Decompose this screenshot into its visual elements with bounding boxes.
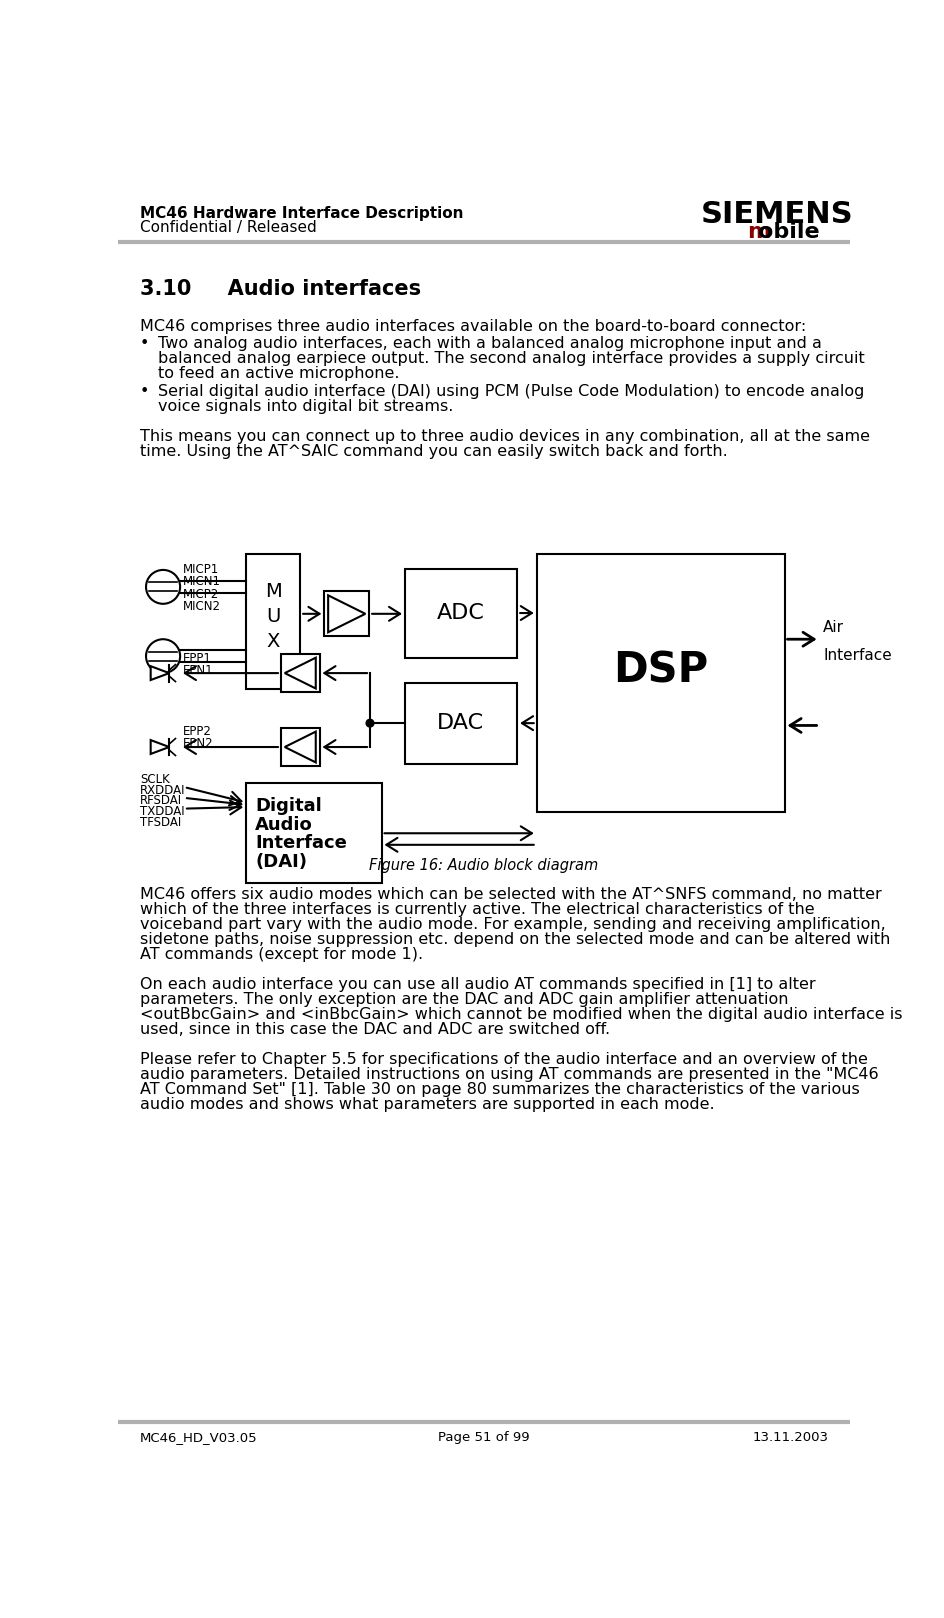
Polygon shape	[284, 657, 315, 689]
Text: Page 51 of 99: Page 51 of 99	[438, 1430, 530, 1443]
Text: 13.11.2003: 13.11.2003	[752, 1430, 828, 1443]
Text: sidetone paths, noise suppression etc. depend on the selected mode and can be al: sidetone paths, noise suppression etc. d…	[140, 932, 889, 947]
Text: AT commands (except for mode 1).: AT commands (except for mode 1).	[140, 947, 423, 963]
Bar	[324, 592, 369, 636]
Text: On each audio interface you can use all audio AT commands specified in [1] to al: On each audio interface you can use all …	[140, 977, 815, 992]
Text: (DAI): (DAI)	[255, 853, 307, 870]
Text: TXDDAI: TXDDAI	[140, 806, 184, 819]
Text: Interface: Interface	[822, 649, 891, 663]
Text: •: •	[140, 383, 149, 398]
Text: parameters. The only exception are the DAC and ADC gain amplifier attenuation: parameters. The only exception are the D…	[140, 992, 787, 1008]
Text: used, since in this case the DAC and ADC are switched off.: used, since in this case the DAC and ADC…	[140, 1023, 609, 1037]
Text: audio parameters. Detailed instructions on using AT commands are presented in th: audio parameters. Detailed instructions …	[140, 1068, 878, 1082]
Text: TFSDAI: TFSDAI	[140, 815, 181, 828]
Text: EPN2: EPN2	[183, 736, 213, 749]
Text: EPP2: EPP2	[183, 725, 211, 738]
Text: RFSDAI: RFSDAI	[140, 794, 182, 807]
Text: Serial digital audio interface (DAI) using PCM (Pulse Code Modulation) to encode: Serial digital audio interface (DAI) usi…	[159, 383, 864, 398]
Text: EPP1: EPP1	[183, 652, 211, 665]
Text: <outBbcGain> and <inBbcGain> which cannot be modified when the digital audio int: <outBbcGain> and <inBbcGain> which canno…	[140, 1008, 902, 1023]
Text: m: m	[747, 222, 770, 241]
Text: Interface: Interface	[255, 833, 346, 853]
Text: time. Using the AT^SAIC command you can easily switch back and forth.: time. Using the AT^SAIC command you can …	[140, 443, 727, 458]
Text: Confidential / Released: Confidential / Released	[140, 220, 316, 235]
Text: voiceband part vary with the audio mode. For example, sending and receiving ampl: voiceband part vary with the audio mode.…	[140, 917, 885, 932]
Text: SIEMENS: SIEMENS	[700, 201, 852, 230]
Text: MICN1: MICN1	[183, 574, 221, 587]
Text: DSP: DSP	[613, 650, 707, 693]
Text: •: •	[140, 337, 149, 351]
Text: RXDDAI: RXDDAI	[140, 783, 185, 796]
Circle shape	[365, 720, 374, 726]
Bar	[245, 553, 300, 689]
Text: SCLK: SCLK	[140, 773, 169, 786]
Text: to feed an active microphone.: to feed an active microphone.	[159, 366, 399, 382]
Text: MC46_HD_V03.05: MC46_HD_V03.05	[140, 1430, 257, 1443]
Text: Please refer to Chapter 5.5 for specifications of the audio interface and an ove: Please refer to Chapter 5.5 for specific…	[140, 1052, 867, 1068]
Text: Audio: Audio	[255, 815, 312, 833]
Text: MC46 Hardware Interface Description: MC46 Hardware Interface Description	[140, 205, 463, 220]
Bar	[280, 654, 319, 693]
Text: ADC: ADC	[436, 604, 484, 623]
Polygon shape	[150, 667, 169, 680]
Text: AT Command Set" [1]. Table 30 on page 80 summarizes the characteristics of the v: AT Command Set" [1]. Table 30 on page 80…	[140, 1082, 859, 1097]
Text: MC46 comprises three audio interfaces available on the board-to-board connector:: MC46 comprises three audio interfaces av…	[140, 319, 805, 333]
Text: Two analog audio interfaces, each with a balanced analog microphone input and a: Two analog audio interfaces, each with a…	[159, 337, 821, 351]
Text: 3.10     Audio interfaces: 3.10 Audio interfaces	[140, 278, 420, 299]
Text: MC46 offers six audio modes which can be selected with the AT^SNFS command, no m: MC46 offers six audio modes which can be…	[140, 887, 881, 903]
Circle shape	[146, 570, 180, 604]
Text: MICP1: MICP1	[183, 563, 219, 576]
Text: Digital: Digital	[255, 798, 322, 815]
Bar	[280, 728, 319, 767]
Text: Figure 16: Audio block diagram: Figure 16: Audio block diagram	[369, 858, 598, 872]
Text: Air: Air	[822, 620, 844, 636]
Text: balanced analog earpiece output. The second analog interface provides a supply c: balanced analog earpiece output. The sec…	[159, 351, 865, 366]
Bar	[404, 683, 516, 764]
Circle shape	[146, 639, 180, 673]
Bar	[536, 553, 784, 812]
Polygon shape	[328, 595, 365, 633]
Bar	[404, 570, 516, 657]
Text: This means you can connect up to three audio devices in any combination, all at : This means you can connect up to three a…	[140, 429, 868, 443]
Text: audio modes and shows what parameters are supported in each mode.: audio modes and shows what parameters ar…	[140, 1097, 714, 1112]
Text: MICP2: MICP2	[183, 587, 219, 600]
Text: EPN1: EPN1	[183, 663, 213, 676]
Text: voice signals into digital bit streams.: voice signals into digital bit streams.	[159, 398, 453, 414]
Polygon shape	[150, 739, 169, 754]
Text: which of the three interfaces is currently active. The electrical characteristic: which of the three interfaces is current…	[140, 903, 814, 917]
Text: MICN2: MICN2	[183, 600, 221, 613]
Polygon shape	[284, 731, 315, 762]
Text: DAC: DAC	[437, 714, 483, 733]
Text: obile: obile	[757, 222, 819, 241]
Text: M
U
X: M U X	[264, 582, 281, 652]
Bar	[245, 783, 381, 883]
